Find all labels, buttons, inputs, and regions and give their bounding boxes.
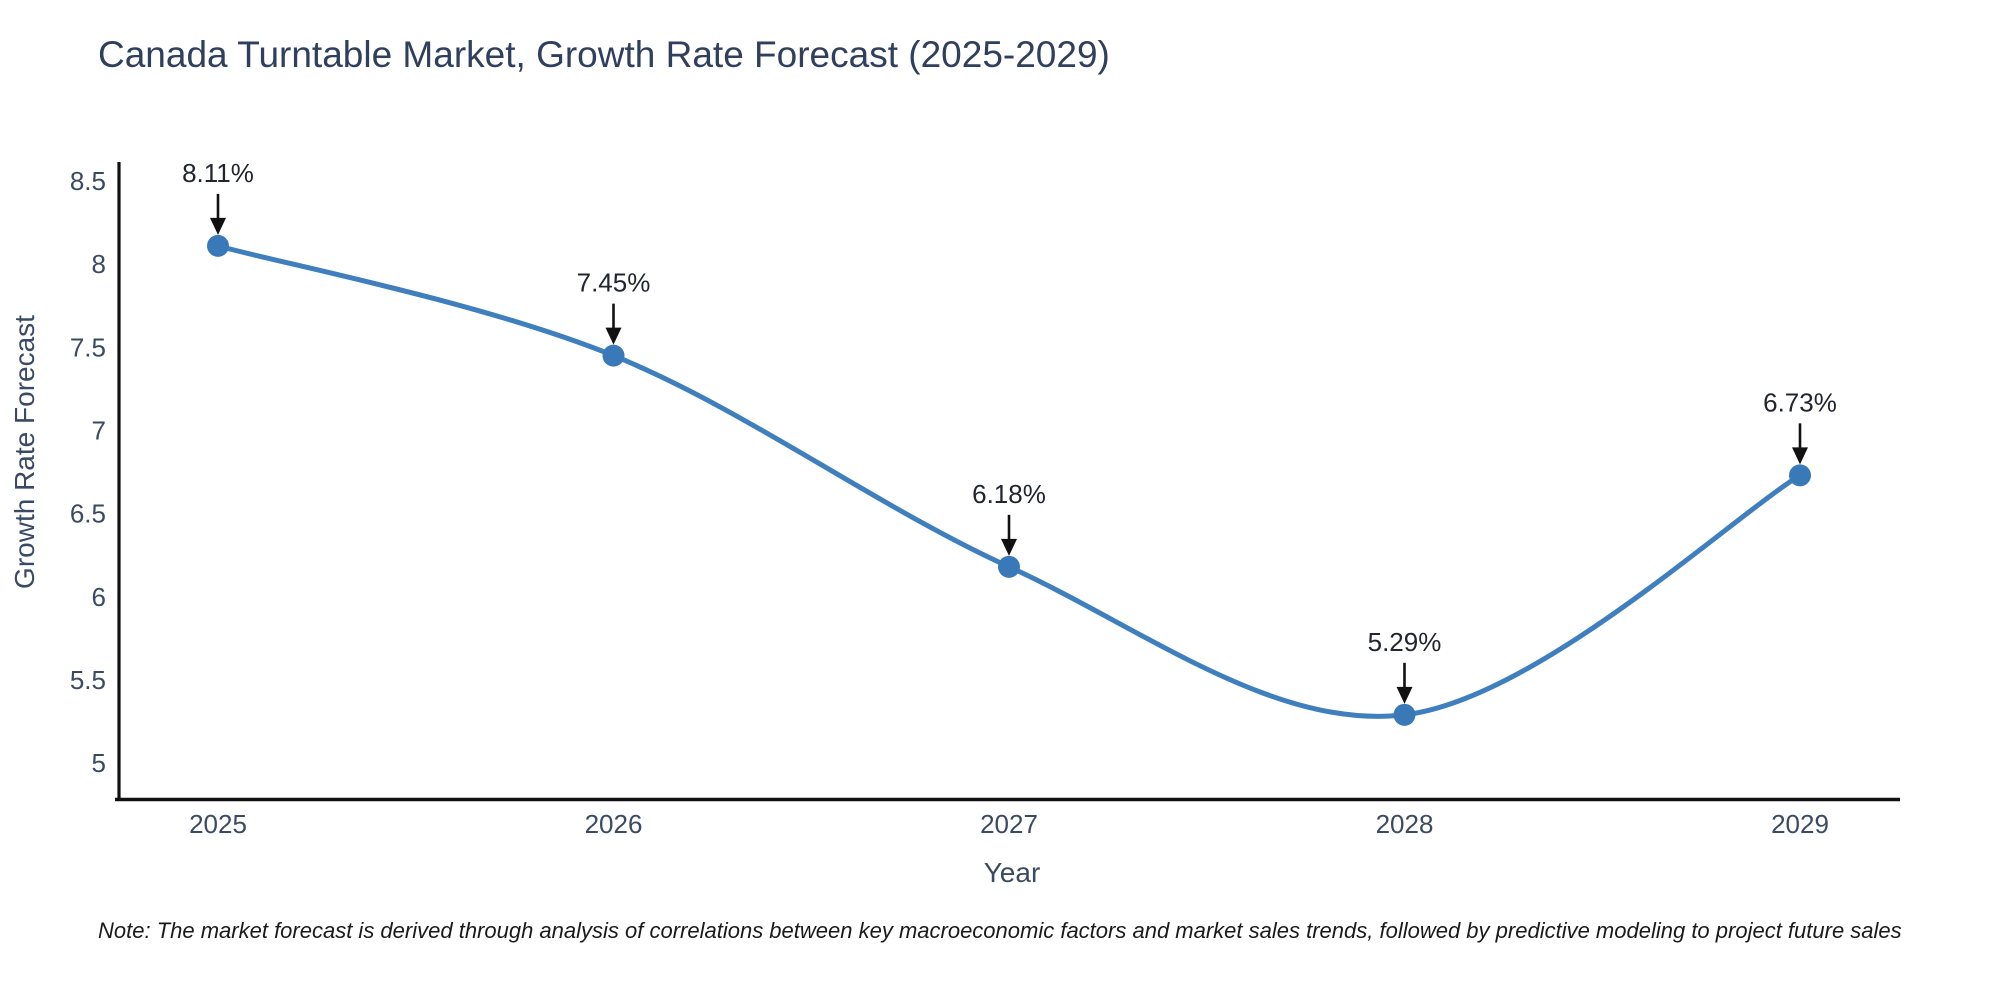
x-tick-label: 2027 [980, 809, 1038, 839]
y-axis-title: Growth Rate Forecast [9, 315, 40, 589]
data-point-marker [602, 344, 625, 367]
y-tick-label: 8 [92, 249, 106, 279]
annotation-arrowhead [1001, 538, 1017, 556]
y-tick-label: 6 [92, 582, 106, 612]
data-point-marker [207, 234, 229, 257]
y-tick-label: 5.5 [70, 665, 106, 695]
x-tick-label: 2029 [1771, 809, 1829, 839]
x-tick-label: 2028 [1376, 809, 1434, 839]
y-tick-label: 6.5 [70, 499, 106, 529]
annotation-arrowhead [210, 217, 226, 235]
annotation-label: 6.18% [972, 479, 1046, 509]
x-tick-label: 2025 [189, 809, 247, 839]
x-tick-label: 2026 [585, 809, 643, 839]
annotation-arrowhead [605, 327, 622, 345]
annotation-label: 8.11% [182, 158, 254, 188]
annotation-label: 6.73% [1763, 387, 1837, 417]
y-tick-label: 5 [92, 748, 106, 778]
y-tick-label: 7 [92, 415, 106, 445]
annotation-label: 5.29% [1368, 627, 1442, 657]
data-point-marker [998, 555, 1020, 578]
footnote: Note: The market forecast is derived thr… [98, 918, 1902, 943]
x-axis-title: Year [984, 857, 1041, 888]
annotation-arrowhead [1396, 686, 1413, 704]
annotation-label: 7.45% [577, 268, 651, 298]
y-tick-label: 8.5 [70, 166, 106, 196]
annotation-arrowhead [1792, 447, 1808, 465]
y-tick-label: 7.5 [70, 332, 106, 362]
data-point-marker [1393, 703, 1416, 726]
data-point-marker [1789, 464, 1811, 487]
chart-title: Canada Turntable Market, Growth Rate For… [98, 34, 1110, 75]
